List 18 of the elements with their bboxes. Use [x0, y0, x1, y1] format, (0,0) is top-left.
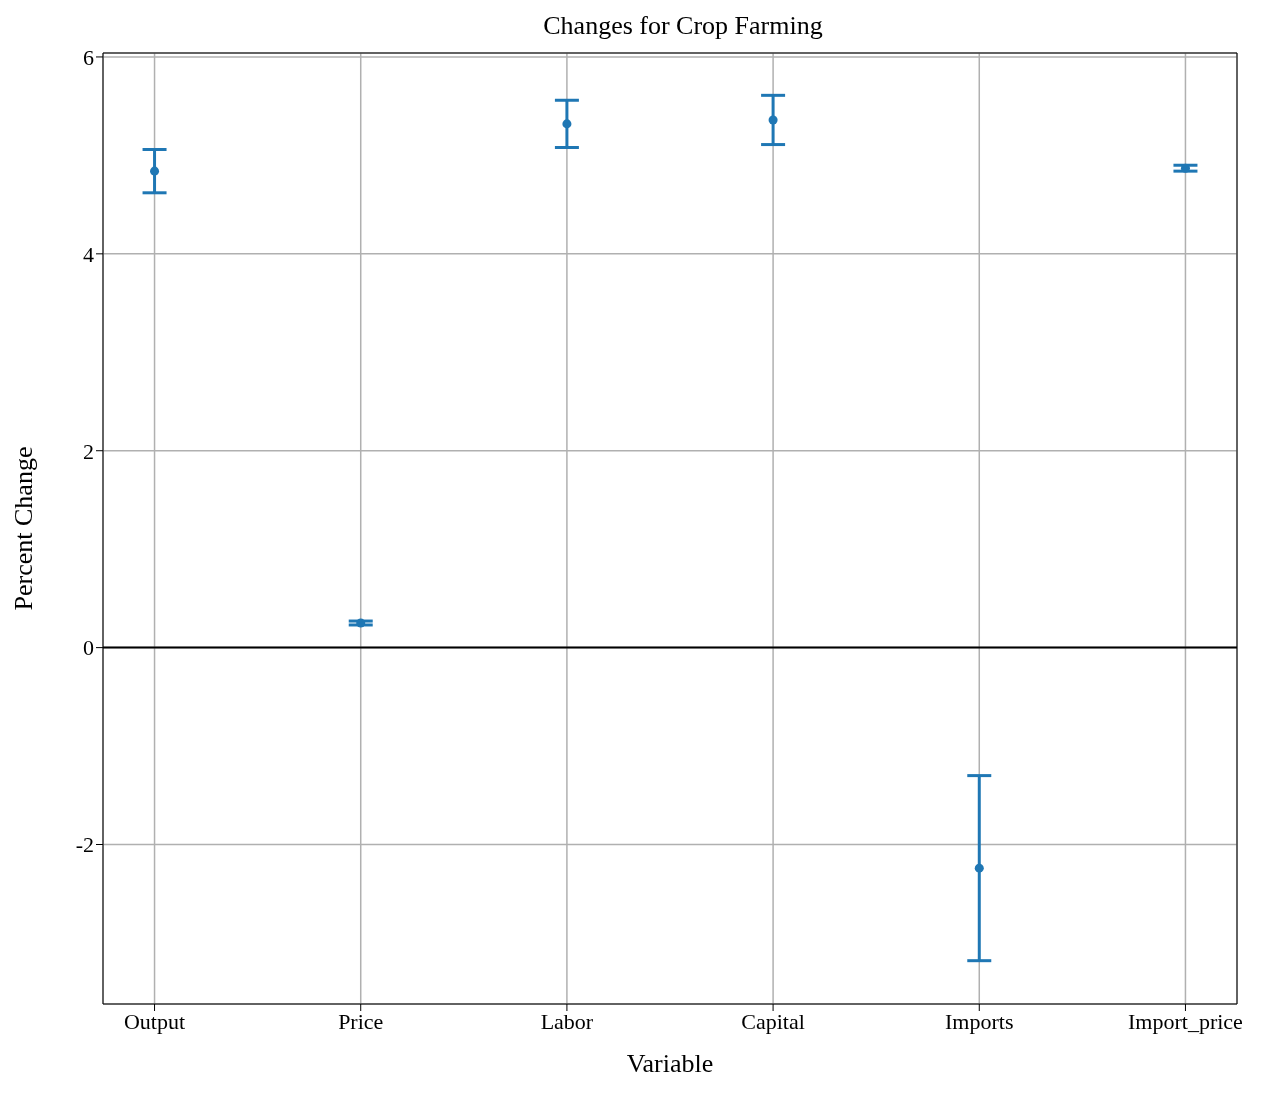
y-tick-label: 0: [83, 635, 94, 661]
point: [562, 119, 572, 129]
y-tick-label: 4: [83, 241, 94, 267]
point: [974, 863, 984, 873]
y-tick-label: -2: [75, 832, 94, 858]
chart-title: Changes for Crop Farming: [542, 10, 824, 42]
point: [768, 115, 778, 125]
y-axis-title: Percent Change: [9, 446, 39, 611]
x-tick-label: Imports: [945, 1008, 1014, 1034]
x-tick-label: Import_price: [1128, 1008, 1243, 1034]
x-axis-title: Variable: [626, 1049, 714, 1078]
y-tick-label: 6: [83, 44, 94, 70]
point: [150, 166, 160, 176]
x-tick-label: Capital: [741, 1008, 805, 1034]
x-tick-label: Labor: [540, 1008, 594, 1034]
x-tick-label: Price: [338, 1008, 384, 1034]
y-tick-label: 2: [83, 438, 94, 464]
x-tick-label: Output: [123, 1008, 186, 1034]
